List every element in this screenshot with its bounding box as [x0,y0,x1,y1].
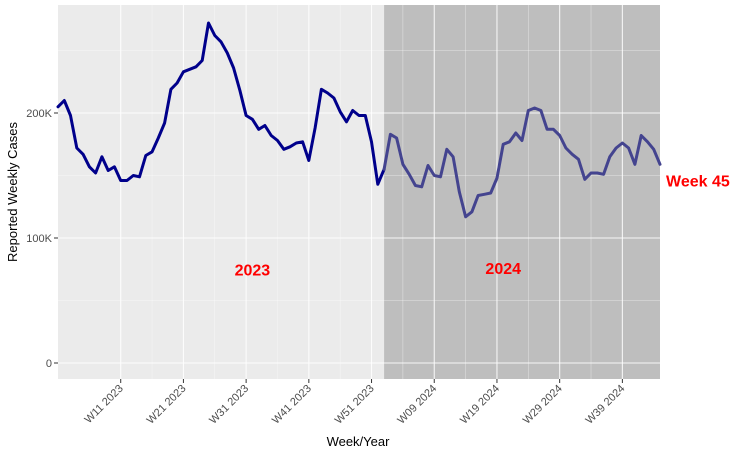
annotations: 2023 2024 Week 45 [235,173,730,279]
minor-gridlines [58,5,660,379]
y-axis-ticks: 0 100K 200K [26,108,58,370]
series-lines [56,21,662,219]
series-line-2023 [56,21,386,186]
y-axis-title: Reported Weekly Cases [5,122,20,262]
x-tick-label: W41 2023 [270,383,314,427]
x-tick-label: W29 2024 [521,383,565,427]
week-45-label: Week 45 [666,173,730,190]
year-label: 2023 [235,262,271,279]
y-tick-label: 0 [46,358,52,370]
panel-background-2023 [58,5,385,379]
x-tick-label: W39 2024 [584,383,628,427]
panel-background-2024 [384,5,660,379]
x-tick-label: W09 2024 [395,383,439,427]
x-axis-title: Week/Year [327,434,391,449]
y-tick-label: 200K [26,108,52,120]
x-tick-label: W11 2023 [82,383,125,426]
year-label: 2024 [485,261,521,278]
x-axis-ticks: W11 2023 W21 2023 W31 2023 W41 2023 W51 2023… [82,379,627,427]
x-tick-label: W19 2024 [458,383,502,427]
x-tick-label: W51 2023 [333,383,377,427]
major-gridlines [58,5,660,379]
y-tick-label: 100K [26,233,52,245]
series-line-2024 [382,106,662,219]
x-tick-label: W21 2023 [145,383,189,427]
x-tick-label: W31 2023 [207,383,251,427]
